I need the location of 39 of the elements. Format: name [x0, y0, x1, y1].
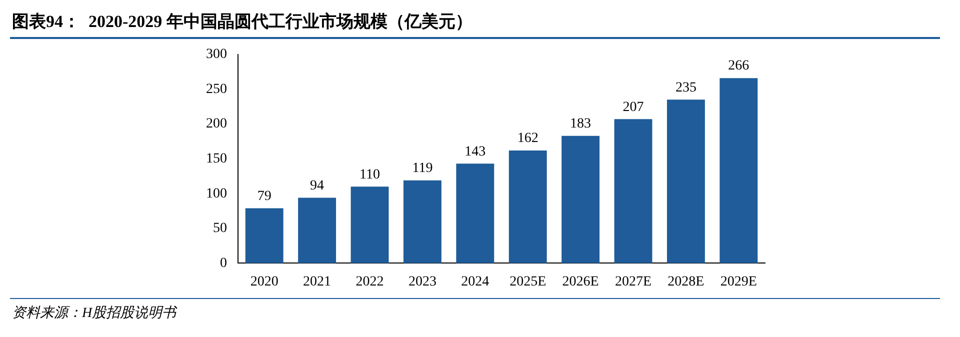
y-tick-label: 250 — [206, 82, 227, 97]
x-tick-label: 2028E — [668, 274, 704, 290]
x-tick-label: 2023 — [408, 274, 436, 290]
bar — [720, 78, 758, 264]
bar — [614, 119, 652, 264]
x-tick-label: 2022 — [356, 274, 384, 290]
x-tick-label: 2020 — [250, 274, 278, 290]
chart-title: 图表94： 2020-2029 年中国晶圆代工行业市场规模（亿美元） — [12, 11, 472, 33]
data-label: 94 — [310, 178, 324, 194]
bar — [666, 100, 705, 264]
y-tick-label: 0 — [220, 256, 227, 271]
data-label: 235 — [675, 80, 696, 96]
data-label: 119 — [412, 161, 433, 176]
data-label: 207 — [622, 100, 644, 115]
bar — [245, 208, 284, 264]
x-tick-label: 2026E — [562, 274, 599, 290]
data-label: 266 — [728, 58, 750, 74]
data-label: 162 — [517, 131, 538, 146]
x-tick-label: 2025E — [510, 274, 546, 290]
x-tick-label: 2029E — [720, 274, 757, 290]
bar — [350, 186, 389, 264]
bar — [562, 136, 600, 264]
x-tick-label: 2024 — [461, 274, 490, 290]
y-tick-label: 200 — [206, 116, 227, 132]
text: 资料来源：H股招股说明书 — [12, 304, 176, 322]
data-label: 110 — [360, 167, 380, 182]
bar — [298, 198, 336, 264]
y-tick-label: 150 — [206, 151, 227, 166]
y-tick-label: 50 — [213, 221, 227, 236]
bar — [403, 180, 442, 264]
y-tick-label: 100 — [206, 186, 227, 202]
bar — [508, 150, 547, 264]
data-label: 143 — [464, 144, 486, 160]
data-label: 183 — [570, 116, 592, 132]
y-tick-label: 300 — [206, 47, 227, 62]
x-tick-label: 2027E — [614, 274, 652, 290]
data-label: 79 — [257, 188, 272, 204]
bar — [456, 164, 494, 264]
x-tick-label: 2021 — [303, 274, 332, 290]
